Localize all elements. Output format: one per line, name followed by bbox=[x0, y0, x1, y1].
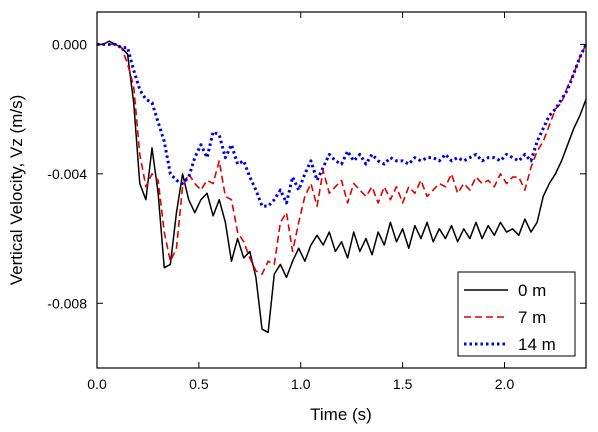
x-tick-label: 1.0 bbox=[291, 376, 311, 392]
legend-label-3: 14 m bbox=[518, 335, 556, 354]
plot-area-frame bbox=[96, 11, 587, 369]
series-line-3 bbox=[97, 42, 588, 208]
x-tick-label: 0.0 bbox=[87, 376, 107, 392]
y-tick-label: -0.008 bbox=[47, 295, 87, 311]
x-tick-label: 0.5 bbox=[189, 376, 209, 392]
plot-lines bbox=[97, 40, 588, 334]
x-tick-label: 2.0 bbox=[495, 376, 515, 392]
series-line-2 bbox=[97, 43, 587, 275]
y-tick-label: 0.000 bbox=[52, 36, 87, 52]
x-tick-label: 1.5 bbox=[393, 376, 413, 392]
x-axis-title: Time (s) bbox=[310, 405, 372, 424]
legend: 0 m 7 m 14 m bbox=[457, 271, 576, 357]
legend-label-2: 7 m bbox=[518, 308, 546, 327]
series-line-1 bbox=[97, 40, 587, 334]
legend-label-1: 0 m bbox=[518, 281, 546, 300]
y-tick-label: -0.004 bbox=[47, 166, 87, 182]
axis-ticks: 0.0 0.5 1.0 1.5 2.0 0.000 -0.004 -0.008 bbox=[47, 12, 586, 392]
y-axis-title: Vertical Velocity, Vz (m/s) bbox=[7, 95, 26, 286]
legend-box bbox=[457, 271, 576, 357]
